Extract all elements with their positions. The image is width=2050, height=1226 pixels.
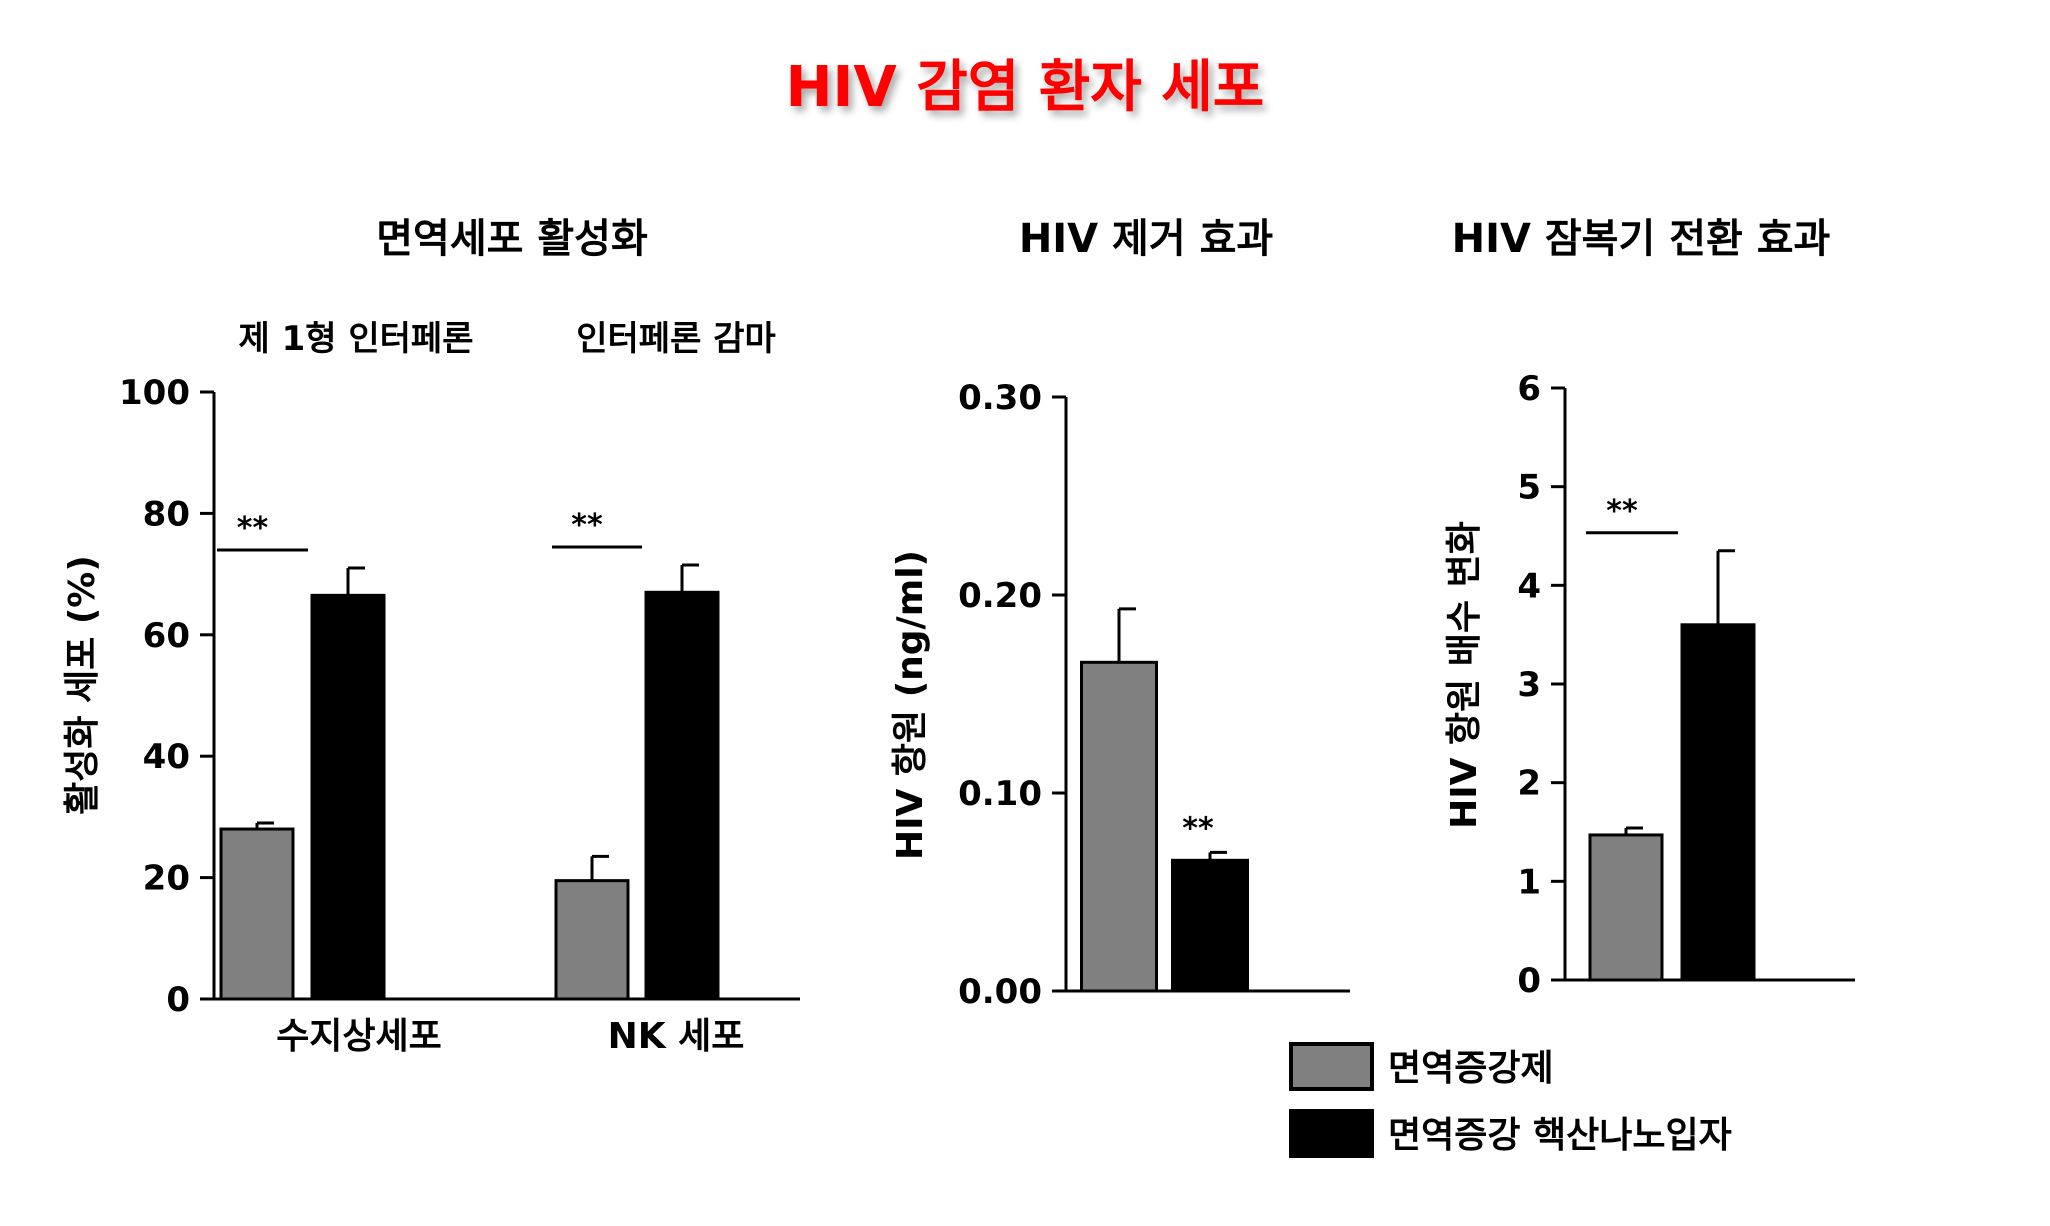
y-axis-label: HIV 항원 배수 변화 (1444, 521, 1485, 829)
significance-stars: ** (237, 511, 269, 546)
y-tick-label: 0.30 (958, 378, 1042, 418)
y-tick-label: 0.20 (958, 576, 1042, 616)
y-tick-label: 0 (166, 980, 190, 1020)
bar (310, 593, 386, 1001)
chart-immune-activation: 면역세포 활성화 제 1형 인터페론 인터페론 감마 활성화 세포 (%) 0 2… (62, 216, 800, 1057)
y-tick-label: 0 (1517, 961, 1541, 1001)
bar (554, 879, 630, 1001)
legend-swatch-black (1289, 1109, 1374, 1158)
chart-title: 면역세포 활성화 (376, 216, 648, 262)
y-tick-label: 0.10 (958, 774, 1042, 814)
legend-swatch-gray (1289, 1042, 1374, 1091)
bar (1171, 858, 1249, 993)
y-tick-label: 20 (143, 859, 190, 899)
y-tick-label: 1 (1517, 862, 1541, 902)
legend-label-gray: 면역증강제 (1388, 1048, 1554, 1089)
y-tick-label: 5 (1517, 468, 1541, 508)
bar (1588, 833, 1664, 982)
y-tick-label: 2 (1517, 764, 1541, 804)
bar (1080, 660, 1158, 993)
bar (219, 827, 295, 1001)
group-label-2: 인터페론 감마 (576, 319, 776, 359)
page-title: HIV 감염 환자 세포 (786, 55, 1265, 120)
y-tick-label: 4 (1517, 566, 1541, 606)
chart-hiv-latency-reversal: HIV 잠복기 전환 효과 HIV 항원 배수 변화 0 1 2 3 4 5 6 ** (1444, 216, 1855, 1001)
y-axis-label: 활성화 세포 (%) (62, 555, 103, 815)
y-tick-label: 3 (1517, 665, 1541, 705)
category-label: 수지상세포 (276, 1016, 442, 1057)
bar (1680, 623, 1756, 982)
chart-title: HIV 잠복기 전환 효과 (1452, 216, 1831, 262)
significance-stars: ** (1606, 494, 1638, 529)
y-tick-label: 0.00 (958, 972, 1042, 1012)
y-tick-label: 80 (143, 494, 190, 534)
y-tick-label: 40 (143, 737, 190, 777)
y-tick-label: 100 (119, 373, 190, 413)
y-tick-label: 6 (1517, 369, 1541, 409)
group-label-1: 제 1형 인터페론 (238, 319, 473, 359)
bar (644, 590, 720, 1001)
significance-stars: ** (1182, 811, 1214, 846)
y-tick-label: 60 (143, 616, 190, 656)
chart-title: HIV 제거 효과 (1019, 216, 1274, 262)
legend: 면역증강제 면역증강 핵산나노입자 (1289, 1042, 1732, 1158)
chart-hiv-removal: HIV 제거 효과 HIV 항원 (ng/ml) 0.00 0.10 0.20 0.3… (890, 216, 1350, 1012)
legend-label-black: 면역증강 핵산나노입자 (1388, 1115, 1732, 1156)
category-label: NK 세포 (608, 1016, 745, 1057)
significance-stars: ** (571, 508, 603, 543)
y-axis-label: HIV 항원 (ng/ml) (890, 550, 931, 860)
